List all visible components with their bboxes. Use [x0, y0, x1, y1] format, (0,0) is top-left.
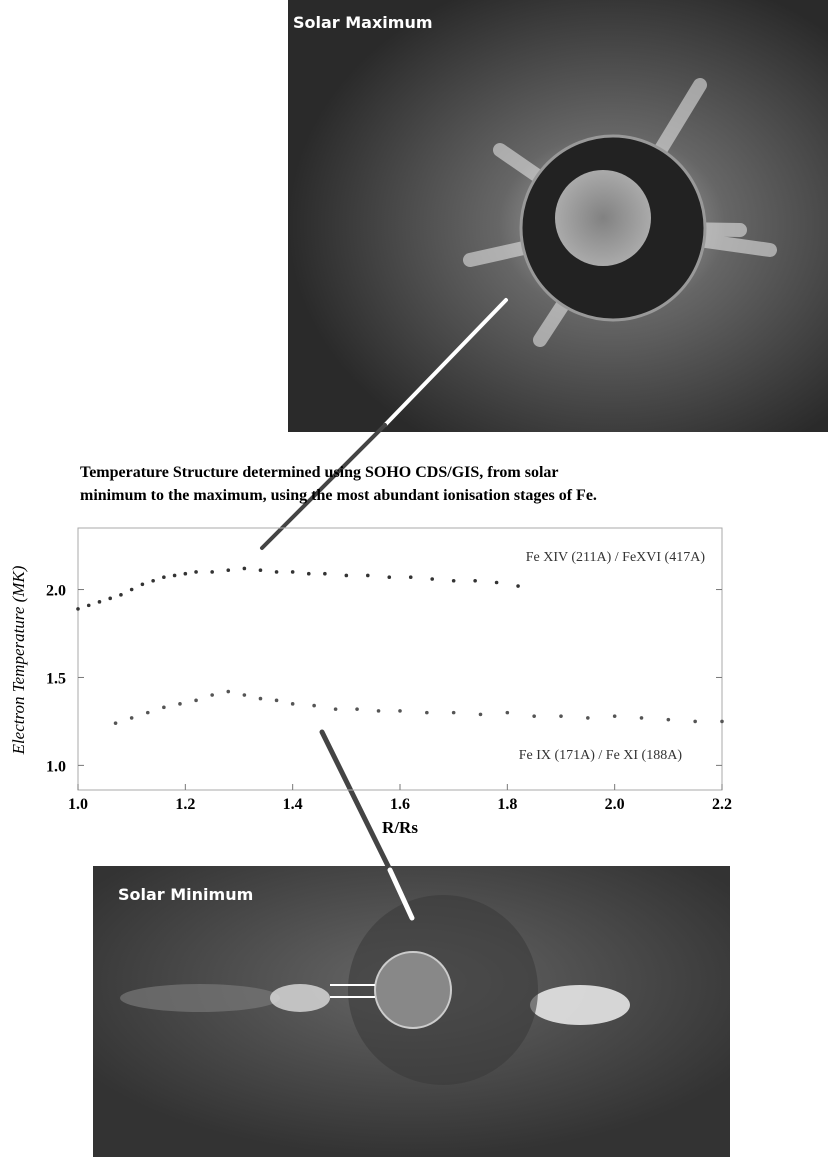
- data-point: [242, 693, 247, 697]
- data-point: [387, 575, 392, 580]
- data-point: [274, 570, 279, 574]
- series-label: Fe IX (171A) / Fe XI (188A): [519, 748, 683, 763]
- caption-line: minimum to the maximum, using the most a…: [80, 487, 597, 504]
- data-point: [129, 716, 134, 720]
- data-point: [183, 571, 188, 576]
- y-tick-label: 2.0: [46, 583, 66, 600]
- series-label: Fe XIV (211A) / FeXVI (417A): [526, 550, 706, 565]
- data-point: [430, 577, 435, 581]
- data-point: [344, 573, 349, 578]
- y-tick-label: 1.0: [46, 758, 66, 775]
- data-point: [693, 719, 697, 724]
- data-point: [312, 703, 316, 708]
- data-point: [323, 571, 327, 576]
- image-label: Solar Maximum: [293, 13, 433, 32]
- caption-line: Temperature Structure determined using S…: [80, 464, 559, 481]
- image-label: Solar Minimum: [118, 885, 253, 904]
- data-point: [666, 717, 671, 722]
- solar-minimum-image: [93, 866, 730, 1157]
- x-tick-label: 1.4: [283, 796, 303, 813]
- data-point: [274, 698, 279, 703]
- data-point: [151, 578, 155, 583]
- data-point: [194, 570, 198, 574]
- data-point: [97, 600, 102, 604]
- data-point: [113, 721, 118, 725]
- data-point: [210, 570, 214, 574]
- data-point: [194, 698, 198, 703]
- data-point: [226, 689, 231, 694]
- x-tick-label: 2.2: [712, 796, 732, 813]
- x-tick-label: 1.8: [497, 796, 517, 813]
- data-point: [559, 714, 563, 718]
- data-point: [290, 570, 295, 574]
- data-point: [478, 712, 483, 717]
- data-point: [473, 578, 477, 583]
- data-point: [516, 584, 520, 588]
- x-tick-label: 1.0: [68, 796, 88, 813]
- data-point: [425, 710, 429, 715]
- data-point: [408, 575, 413, 580]
- data-point: [129, 587, 134, 592]
- data-point: [145, 710, 150, 715]
- data-point: [376, 709, 381, 713]
- data-point: [226, 568, 231, 573]
- data-point: [451, 578, 456, 583]
- data-point: [76, 607, 80, 611]
- data-point: [242, 566, 247, 571]
- data-point: [162, 575, 166, 580]
- data-point: [306, 571, 311, 576]
- data-point: [140, 582, 145, 587]
- data-point: [210, 693, 214, 697]
- y-axis-label: Electron Temperature (MK): [9, 565, 28, 755]
- data-point: [505, 710, 510, 715]
- data-point: [532, 714, 536, 718]
- data-point: [720, 719, 724, 724]
- y-tick-label: 1.5: [46, 670, 66, 687]
- data-point: [612, 714, 617, 718]
- x-tick-label: 2.0: [605, 796, 625, 813]
- data-point: [290, 702, 295, 706]
- data-point: [333, 707, 338, 711]
- x-tick-label: 1.2: [175, 796, 195, 813]
- data-point: [398, 709, 402, 713]
- x-axis-label: R/Rs: [382, 818, 418, 837]
- data-point: [494, 580, 499, 585]
- data-point: [86, 603, 91, 608]
- data-point: [119, 593, 123, 597]
- data-point: [586, 716, 590, 720]
- x-tick-label: 1.6: [390, 796, 410, 813]
- data-point: [451, 710, 456, 715]
- data-point: [258, 696, 263, 701]
- data-point: [162, 705, 166, 710]
- solar-maximum-image: [288, 0, 828, 432]
- data-point: [172, 573, 177, 578]
- data-point: [639, 716, 644, 720]
- data-point: [178, 702, 182, 706]
- data-point: [355, 707, 359, 711]
- data-point: [366, 573, 370, 578]
- data-point: [108, 596, 112, 601]
- data-point: [258, 568, 263, 573]
